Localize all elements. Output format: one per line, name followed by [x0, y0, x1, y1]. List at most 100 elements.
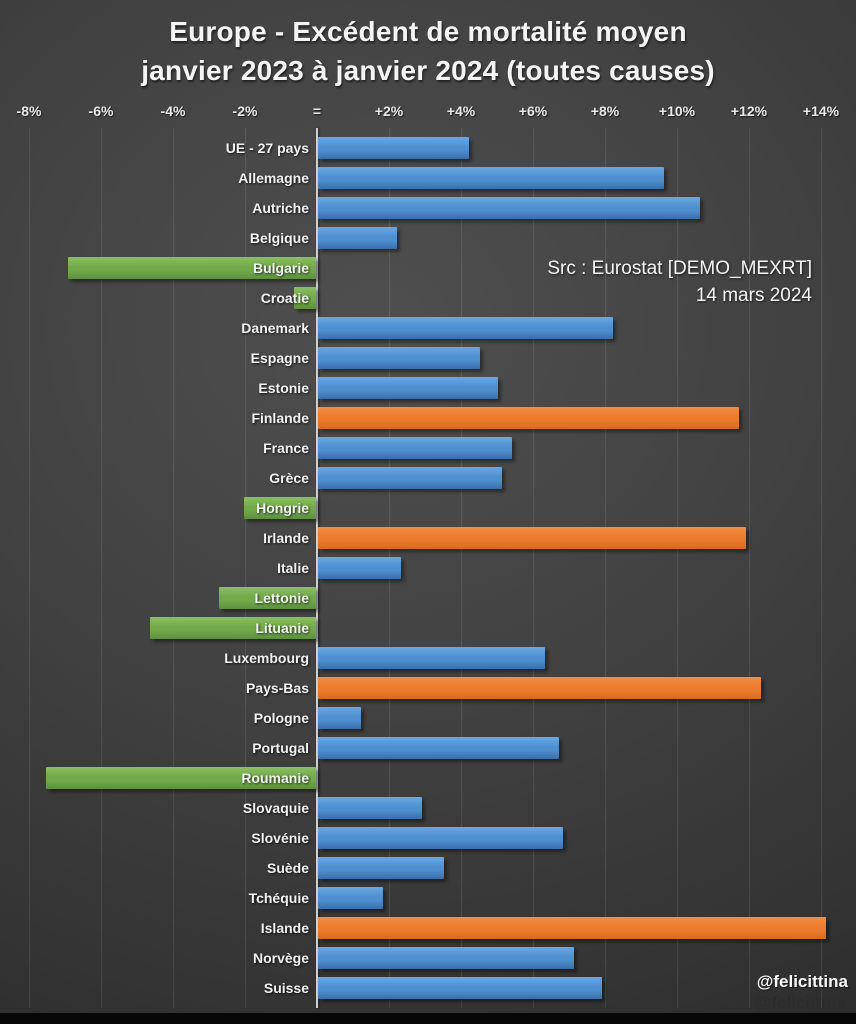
bar [318, 677, 761, 699]
bar [318, 917, 826, 939]
chart-title-line1: Europe - Excédent de mortalité moyen [169, 16, 687, 47]
country-label: Finlande [251, 410, 309, 426]
bar-row: Slovénie [0, 823, 856, 853]
country-label: Pays-Bas [245, 680, 309, 696]
bar-row: France [0, 433, 856, 463]
bar-row: Portugal [0, 733, 856, 763]
bar [294, 287, 316, 309]
bar [318, 227, 398, 249]
country-label: Slovénie [251, 830, 309, 846]
bar-row: Roumanie [0, 763, 856, 793]
bar [318, 827, 563, 849]
bar [318, 317, 614, 339]
bar [318, 887, 383, 909]
source-annotation: Src : Eurostat [DEMO_MEXRT] 14 mars 2024 [547, 255, 812, 309]
country-label: Bulgarie [252, 260, 309, 276]
country-label: Roumanie [241, 770, 309, 786]
country-label: Croatie [260, 290, 309, 306]
gridline [677, 128, 678, 1008]
axis-tick-label: +8% [590, 103, 620, 119]
bottom-strip [0, 1013, 856, 1024]
country-label: Estonie [258, 380, 309, 396]
country-label: Belgique [249, 230, 309, 246]
bar-row: Danemark [0, 313, 856, 343]
bar [318, 347, 480, 369]
country-label: Suisse [263, 980, 309, 996]
bar-row: Luxembourg [0, 643, 856, 673]
country-label: Allemagne [238, 170, 309, 186]
bar-row: Belgique [0, 223, 856, 253]
gridline [29, 128, 30, 1008]
bar [318, 977, 603, 999]
bar-row: Suède [0, 853, 856, 883]
bar [318, 197, 700, 219]
bar [318, 407, 740, 429]
gridline [605, 128, 606, 1008]
gridline [101, 128, 102, 1008]
gridline [821, 128, 822, 1008]
country-label: Danemark [241, 320, 309, 336]
chart-title: Europe - Excédent de mortalité moyen jan… [0, 12, 856, 90]
axis-tick-row: -8% -6% -4% -2% = +2% +4% +6% +8% +10% +12% +14% [0, 103, 856, 123]
country-label: Espagne [250, 350, 309, 366]
source-line1: Src : Eurostat [DEMO_MEXRT] [547, 258, 812, 279]
bar [318, 707, 362, 729]
bar-row: Estonie [0, 373, 856, 403]
country-label: Slovaquie [242, 800, 309, 816]
gridline [245, 128, 246, 1008]
country-label: Portugal [252, 740, 309, 756]
bar-row: Irlande [0, 523, 856, 553]
bar-row: Islande [0, 913, 856, 943]
bar [318, 137, 470, 159]
source-line2: 14 mars 2024 [695, 285, 812, 306]
gridline [461, 128, 462, 1008]
bar-row: Hongrie [0, 493, 856, 523]
bar [318, 527, 747, 549]
bar-row: Norvège [0, 943, 856, 973]
bar-row: Italie [0, 553, 856, 583]
bar [318, 857, 444, 879]
country-label: Italie [277, 560, 309, 576]
country-label: Autriche [252, 200, 309, 216]
bar [318, 167, 664, 189]
zero-axis-line [316, 128, 318, 1008]
country-label: Suède [266, 860, 309, 876]
bar [218, 587, 316, 609]
country-label: Hongrie [256, 500, 309, 516]
bar [318, 797, 423, 819]
country-label: Lituanie [255, 620, 309, 636]
axis-tick-label: +2% [374, 103, 404, 119]
bar-row: Finlande [0, 403, 856, 433]
axis-tick-label: -6% [88, 103, 114, 119]
country-label: UE - 27 pays [225, 140, 309, 156]
bar [150, 617, 316, 639]
bar-row: UE - 27 pays [0, 133, 856, 163]
country-label: Tchéquie [248, 890, 309, 906]
gridline [173, 128, 174, 1008]
watermark-primary: @felicittina [756, 972, 848, 991]
bar [318, 557, 401, 579]
bar-row: Bulgarie [0, 253, 856, 283]
country-label: France [263, 440, 309, 456]
axis-tick-label: +14% [802, 103, 840, 119]
bar-row: Espagne [0, 343, 856, 373]
country-label: Pologne [253, 710, 309, 726]
bar [318, 737, 560, 759]
bar [318, 647, 545, 669]
bar-row: Slovaquie [0, 793, 856, 823]
bar-row: Allemagne [0, 163, 856, 193]
gridline [749, 128, 750, 1008]
bar [46, 767, 316, 789]
bar-row: Autriche [0, 193, 856, 223]
bar [244, 497, 316, 519]
bar-row: Grèce [0, 463, 856, 493]
bar [318, 947, 574, 969]
bar-row: Tchéquie [0, 883, 856, 913]
bar-row: Suisse [0, 973, 856, 1003]
country-label: Luxembourg [224, 650, 309, 666]
axis-tick-label: = [312, 103, 322, 119]
plot-area: UE - 27 pays Allemagne Autriche Belgique Bul… [0, 128, 856, 1008]
country-label: Islande [260, 920, 309, 936]
axis-tick-label: +12% [730, 103, 768, 119]
